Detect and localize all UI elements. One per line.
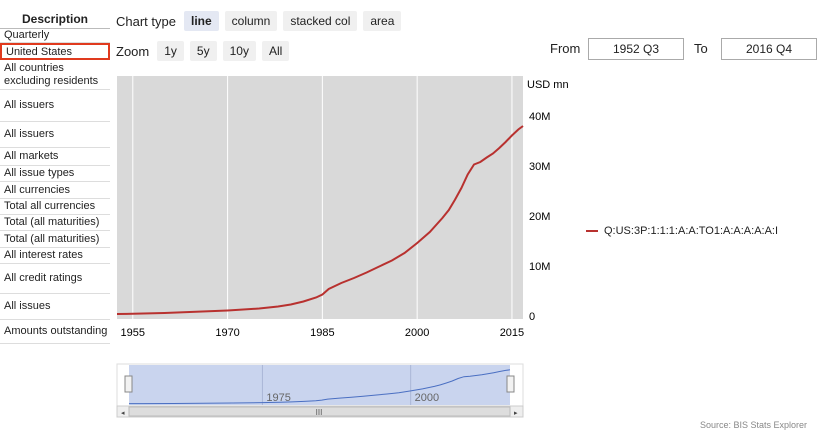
chart-type-bar: Chart type line column stacked col area — [116, 10, 407, 32]
x-tick-label: 2000 — [405, 327, 429, 339]
plot-area — [117, 76, 523, 319]
zoom-5y-button[interactable]: 5y — [189, 41, 217, 61]
description-row: Total (all maturities) — [0, 231, 110, 248]
source-credit: Source: BIS Stats Explorer — [699, 420, 807, 430]
scrollbar-grip-icon: III — [316, 408, 323, 417]
from-date-input[interactable]: 1952 Q3 — [588, 38, 684, 60]
x-tick-label: 1985 — [310, 327, 334, 339]
chart-type-stacked-button[interactable]: stacked col — [283, 11, 358, 31]
scroll-right-arrow-icon[interactable]: ▸ — [514, 410, 518, 417]
description-row: All issue types — [0, 166, 110, 182]
zoom-bar: Zoom 1y 5y 10y All — [116, 40, 295, 62]
zoom-10y-button[interactable]: 10y — [222, 41, 256, 61]
y-tick-label: 40M — [529, 111, 550, 123]
description-row: All interest rates — [0, 248, 110, 264]
description-row: Amounts outstanding — [0, 320, 110, 344]
zoom-label: Zoom — [116, 43, 150, 59]
y-tick-label: 20M — [529, 211, 550, 223]
from-label: From — [550, 41, 581, 56]
series-line — [116, 125, 524, 315]
description-header: Description — [0, 10, 110, 29]
description-row: All countries excluding residents — [0, 60, 110, 90]
description-row: All currencies — [0, 182, 110, 199]
legend-series-label: Q:US:3P:1:1:1:A:A:TO1:A:A:A:A:A:I — [604, 225, 779, 237]
navigator-line — [129, 369, 511, 405]
navigator-selection[interactable] — [129, 365, 510, 405]
description-row: All issues — [0, 294, 110, 320]
zoom-all-button[interactable]: All — [261, 41, 290, 61]
navigator-tick-label: 1975 — [266, 392, 290, 404]
scroll-left-arrow-icon[interactable]: ◂ — [121, 410, 125, 417]
zoom-1y-button[interactable]: 1y — [157, 41, 184, 61]
chart-type-column-button[interactable]: column — [224, 11, 278, 31]
description-row[interactable]: United States — [0, 43, 110, 60]
scrollbar-thumb[interactable] — [128, 406, 511, 417]
to-label: To — [694, 41, 708, 56]
chart-legend[interactable]: Q:US:3P:1:1:1:A:A:TO1:A:A:A:A:A:I — [586, 225, 778, 237]
x-tick-label: 1955 — [121, 327, 145, 339]
chart-type-area-button[interactable]: area — [363, 11, 402, 31]
description-row: Total all currencies — [0, 199, 110, 215]
description-panel: Description Quarterly United States All co… — [0, 10, 110, 344]
description-row: Quarterly — [0, 29, 110, 43]
legend-swatch — [586, 230, 598, 232]
chart-type-line-button[interactable]: line — [183, 11, 219, 31]
y-tick-label: 0 — [529, 311, 535, 323]
y-axis-unit: USD mn — [527, 79, 569, 91]
description-row: All issuers — [0, 90, 110, 122]
navigator-left-handle[interactable] — [124, 375, 133, 393]
description-row: Total (all maturities) — [0, 215, 110, 231]
to-date-input[interactable]: 2016 Q4 — [721, 38, 817, 60]
x-tick-label: 2015 — [500, 327, 524, 339]
navigator-tick-label: 2000 — [415, 392, 439, 404]
navigator-right-handle[interactable] — [506, 375, 515, 393]
description-row: All markets — [0, 148, 110, 166]
y-tick-label: 10M — [529, 261, 550, 273]
description-row: All issuers — [0, 122, 110, 148]
x-tick-label: 1970 — [215, 327, 239, 339]
description-row: All credit ratings — [0, 264, 110, 294]
y-tick-label: 30M — [529, 161, 550, 173]
chart-type-label: Chart type — [116, 13, 176, 29]
